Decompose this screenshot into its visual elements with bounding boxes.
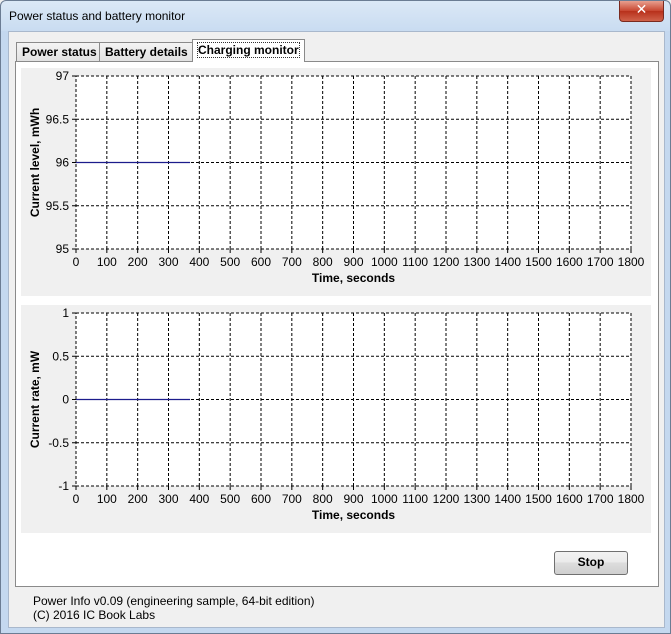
x-tick-label: 500 [220,255,240,269]
x-tick-label: 1800 [618,255,645,269]
rate-chart-panel: 0 100 200 300 400 500 600 700 800 900 1000 1100 1200… [21,305,651,533]
x-tick-label: 0 [73,492,80,506]
window-title: Power status and battery monitor [9,9,186,23]
x-tick-label: 1600 [556,492,583,506]
x-tick-label: 0 [73,255,80,269]
x-tick-label: 200 [128,492,148,506]
y-axis-label: Current rate, mW [28,350,42,448]
x-tick-label: 1100 [402,255,428,269]
x-tick-label: 400 [189,492,209,506]
close-button[interactable]: ✕ [619,1,664,22]
x-tick-label: 100 [97,255,117,269]
tab-battery-details[interactable]: Battery details [99,42,195,62]
x-tick-label: 1300 [463,492,490,506]
tab-charging-monitor[interactable]: Charging monitor [192,39,305,62]
x-tick-label: 1200 [433,255,460,269]
x-tick-label: 700 [282,255,302,269]
level-chart: 0 100 200 300 400 500 600 700 800 900 1000 1100 1200… [28,69,645,285]
x-tick-label: 1300 [463,255,490,269]
x-tick-label: 100 [97,492,117,506]
x-tick-label: 1000 [371,255,398,269]
y-tick-label: 0.5 [52,349,69,363]
y-tick-label: 97 [56,69,70,83]
x-tick-label: 1000 [371,492,398,506]
x-axis-label: Time, seconds [312,271,395,285]
x-tick-label: 300 [158,492,178,506]
tab-label: Charging monitor [197,42,300,58]
close-icon: ✕ [635,2,648,18]
tab-power-status[interactable]: Power status [16,42,100,62]
client-area: Power status Battery details Charging mo… [8,31,665,628]
y-tick-label: 95.5 [46,199,70,213]
x-tick-label: 700 [282,492,302,506]
title-bar[interactable]: Power status and battery monitor ✕ [1,1,670,31]
y-tick-label: 0 [62,393,69,407]
y-tick-label: -0.5 [48,436,69,450]
footer: Power Info v0.09 (engineering sample, 64… [33,594,315,622]
tab-label: Battery details [105,45,188,59]
x-tick-label: 1700 [587,255,614,269]
y-axis-label: Current level, mWh [28,108,42,217]
x-tick-label: 1200 [433,492,460,506]
x-tick-label: 1100 [402,492,428,506]
plot-border [75,312,632,487]
version-text: Power Info v0.09 (engineering sample, 64… [33,594,315,608]
level-chart-panel: 0 100 200 300 400 500 600 700 800 900 1000 1100 1200… [21,68,651,296]
y-tick-label: 95 [56,242,70,256]
x-tick-label: 1400 [494,492,521,506]
y-tick-label: 1 [62,306,69,320]
x-tick-label: 600 [251,492,271,506]
x-tick-label: 900 [343,255,363,269]
rate-chart: 0 100 200 300 400 500 600 700 800 900 1000 1100 1200… [28,306,645,522]
x-tick-label: 1400 [494,255,521,269]
y-tick-label: 96 [56,156,70,170]
x-tick-label: 800 [313,255,333,269]
x-tick-label: 400 [189,255,209,269]
tab-label: Power status [22,45,97,59]
x-tick-label: 1600 [556,255,583,269]
x-tick-label: 300 [158,255,178,269]
stop-button[interactable]: Stop [554,551,628,575]
x-tick-label: 900 [343,492,363,506]
x-tick-label: 1500 [525,255,552,269]
x-tick-label: 600 [251,255,271,269]
x-tick-label: 200 [128,255,148,269]
x-axis-label: Time, seconds [312,508,395,522]
y-tick-label: -1 [58,479,69,493]
x-tick-label: 800 [313,492,333,506]
charging-monitor-panel: 0 100 200 300 400 500 600 700 800 900 1000 1100 1200… [15,61,659,587]
x-tick-label: 1800 [618,492,645,506]
x-tick-label: 500 [220,492,240,506]
plot-border [75,75,632,250]
copyright-text: (C) 2016 IC Book Labs [33,608,156,622]
x-tick-label: 1500 [525,492,552,506]
x-tick-label: 1700 [587,492,614,506]
y-tick-label: 96.5 [46,112,70,126]
